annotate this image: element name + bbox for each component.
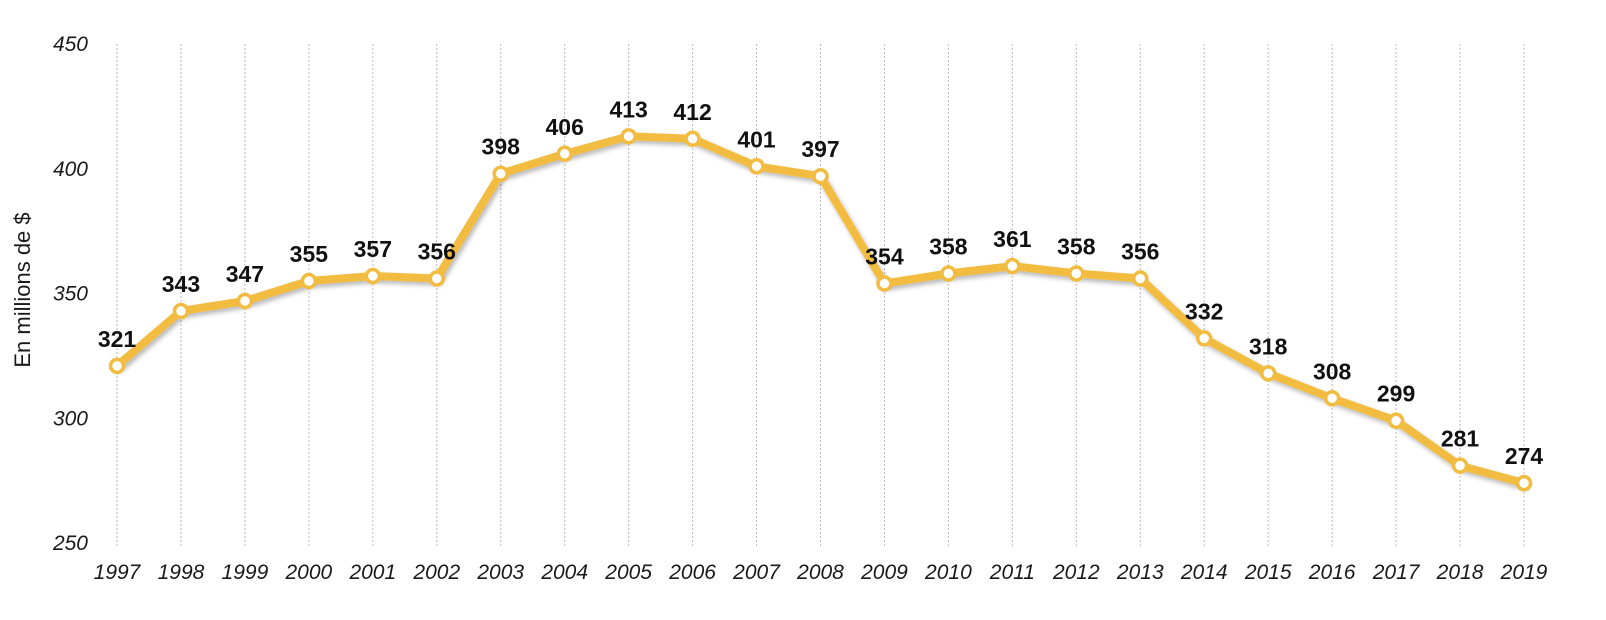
data-point-2007 — [748, 158, 765, 175]
data-point-1997 — [108, 357, 126, 375]
data-label-2004: 406 — [545, 114, 583, 140]
x-tick-label-2016: 2016 — [1308, 561, 1356, 584]
data-point-2003 — [492, 165, 509, 182]
data-label-2013: 356 — [1121, 239, 1159, 265]
y-tick-label-450: 450 — [53, 33, 88, 56]
x-tick-label-2014: 2014 — [1180, 561, 1228, 584]
x-tick-label-2000: 2000 — [285, 561, 333, 584]
x-tick-label-2003: 2003 — [476, 561, 524, 584]
data-label-2019: 274 — [1505, 443, 1544, 469]
x-tick-label-2004: 2004 — [540, 561, 588, 584]
data-label-2008: 397 — [801, 136, 839, 162]
x-tick-label-2015: 2015 — [1244, 561, 1292, 584]
data-label-2001: 357 — [354, 236, 392, 262]
data-label-2011: 361 — [993, 226, 1032, 252]
data-point-2011 — [1004, 257, 1021, 275]
data-label-2002: 356 — [418, 239, 456, 265]
x-tick-label-1998: 1998 — [158, 561, 205, 584]
data-label-2005: 413 — [609, 96, 647, 122]
data-point-2008 — [812, 167, 829, 185]
data-label-2015: 318 — [1249, 333, 1288, 359]
data-label-2006: 412 — [673, 99, 711, 125]
x-tick-label-2009: 2009 — [860, 561, 908, 584]
y-tick-label-400: 400 — [53, 158, 88, 181]
x-tick-label-2008: 2008 — [796, 561, 844, 584]
y-axis-ticks: 250 300 350 400 450 — [52, 33, 88, 555]
x-tick-label-2019: 2019 — [1500, 561, 1548, 584]
data-point-2000 — [300, 272, 318, 290]
x-axis-ticks: 1997 1998 1999 2000 2001 2002 2003 2004 2005 2006… — [94, 561, 1548, 584]
data-point-2016 — [1323, 390, 1341, 407]
data-labels: 321 343 347 355 357 356 398 406 413 412 401 397 354 3… — [98, 96, 1544, 469]
data-point-2010 — [940, 265, 957, 282]
y-tick-label-350: 350 — [53, 283, 88, 306]
x-tick-label-2005: 2005 — [604, 561, 652, 584]
data-label-2014: 332 — [1185, 298, 1223, 324]
x-tick-label-2013: 2013 — [1116, 561, 1164, 584]
data-point-2013 — [1132, 270, 1149, 287]
x-tick-label-2007: 2007 — [732, 561, 781, 584]
data-point-2001 — [364, 267, 382, 285]
data-label-2003: 398 — [482, 134, 521, 160]
data-point-2017 — [1387, 412, 1405, 429]
data-point-2004 — [556, 145, 573, 163]
x-tick-label-2001: 2001 — [348, 561, 396, 584]
data-point-2018 — [1451, 457, 1469, 474]
data-point-1999 — [236, 292, 254, 310]
y-tick-label-300: 300 — [53, 407, 88, 430]
y-axis-label: En millions de $ — [10, 212, 35, 367]
data-label-2016: 308 — [1313, 358, 1352, 384]
data-point-2009 — [876, 275, 893, 292]
x-tick-label-2002: 2002 — [412, 561, 460, 584]
data-point-2019 — [1515, 474, 1533, 492]
x-tick-label-1999: 1999 — [222, 561, 269, 584]
data-point-2012 — [1068, 265, 1085, 282]
data-label-2010: 358 — [929, 234, 968, 260]
data-points — [108, 128, 1533, 492]
y-tick-label-250: 250 — [52, 532, 88, 555]
data-point-2002 — [428, 270, 446, 287]
data-point-2015 — [1259, 365, 1277, 382]
x-tick-label-2011: 2011 — [989, 561, 1035, 584]
x-tick-label-2010: 2010 — [924, 561, 972, 584]
data-label-2009: 354 — [865, 244, 904, 270]
data-label-1997: 321 — [98, 326, 137, 352]
data-label-1998: 343 — [162, 271, 200, 297]
x-tick-label-2017: 2017 — [1372, 561, 1421, 584]
data-label-2000: 355 — [290, 241, 329, 267]
data-label-2007: 401 — [737, 126, 776, 152]
data-point-1998 — [172, 302, 190, 320]
data-label-2012: 358 — [1057, 234, 1096, 260]
data-point-2005 — [620, 128, 637, 145]
data-label-1999: 347 — [226, 261, 264, 287]
x-tick-label-2018: 2018 — [1436, 561, 1484, 584]
data-label-2018: 281 — [1441, 426, 1480, 452]
x-tick-label-2012: 2012 — [1052, 561, 1100, 584]
grid-lines — [116, 44, 1525, 547]
data-label-2017: 299 — [1377, 381, 1415, 407]
data-point-2006 — [684, 130, 701, 148]
data-point-2014 — [1195, 330, 1213, 347]
x-tick-label-1997: 1997 — [94, 561, 142, 584]
x-tick-label-2006: 2006 — [668, 561, 716, 584]
